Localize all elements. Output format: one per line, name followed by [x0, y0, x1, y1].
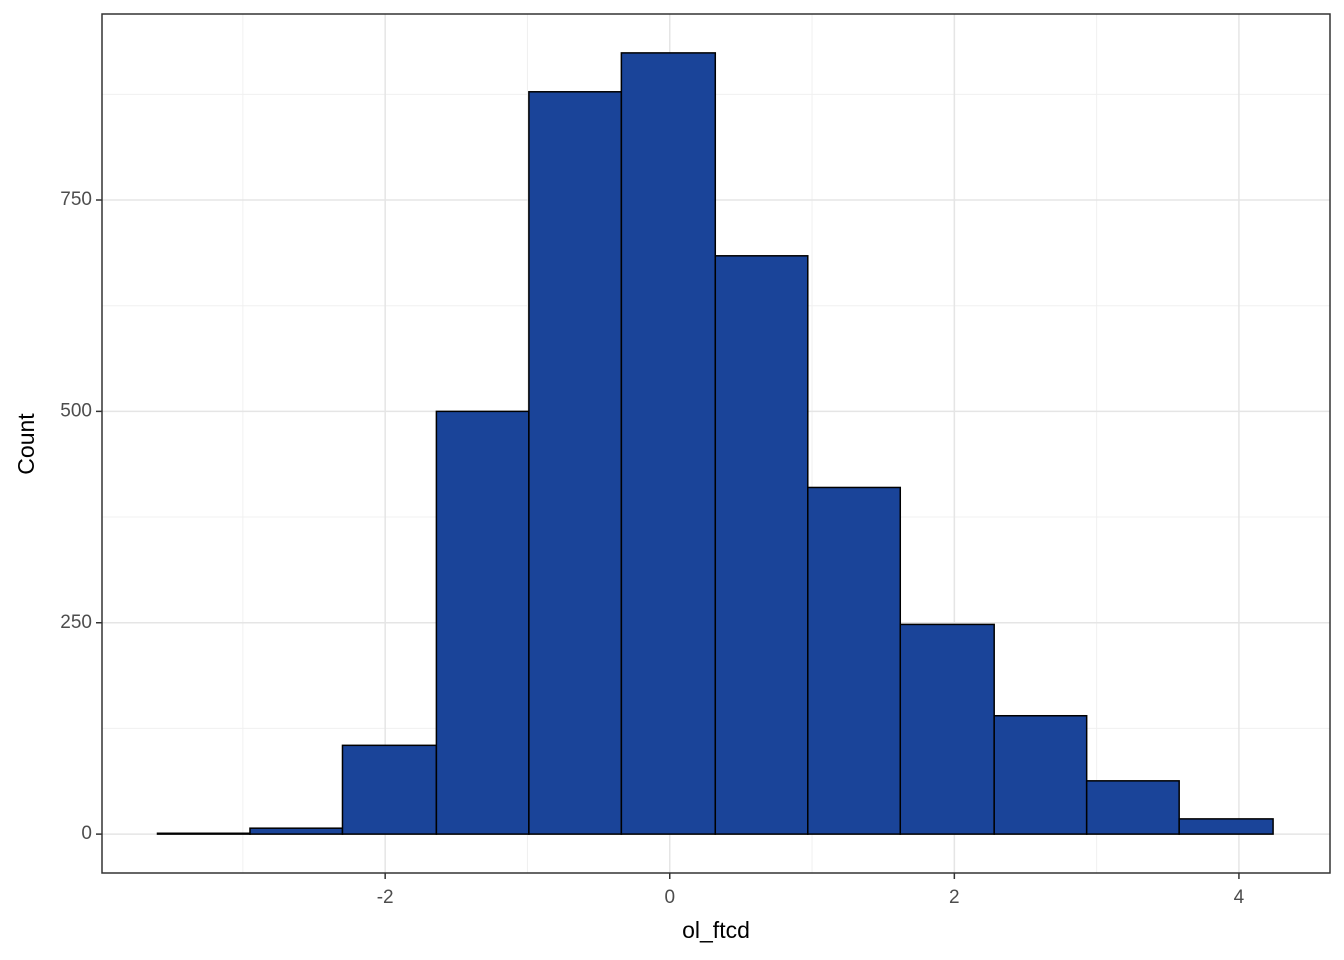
y-tick-label: 0 [81, 823, 92, 844]
x-tick-label: 0 [664, 887, 675, 908]
bar [435, 410, 530, 835]
bar [993, 714, 1088, 835]
x-axis-label: ol_ftcd [682, 917, 750, 943]
bar [1085, 780, 1180, 835]
y-axis-label: Count [13, 413, 39, 475]
bar [528, 91, 623, 835]
bar [899, 623, 995, 835]
bar [620, 52, 717, 835]
x-tick-label: 2 [949, 887, 960, 908]
bar [341, 744, 438, 835]
panel-border [101, 13, 1331, 874]
y-tick-label: 250 [60, 612, 92, 633]
bar [156, 832, 251, 835]
x-tick-label: -2 [377, 887, 394, 908]
bar [1178, 818, 1274, 835]
bar [807, 486, 902, 835]
bar [714, 255, 809, 835]
y-tick-label: 750 [60, 189, 92, 210]
y-tick-label: 500 [60, 400, 92, 421]
x-tick-label: 4 [1234, 887, 1245, 908]
bar [249, 827, 344, 835]
